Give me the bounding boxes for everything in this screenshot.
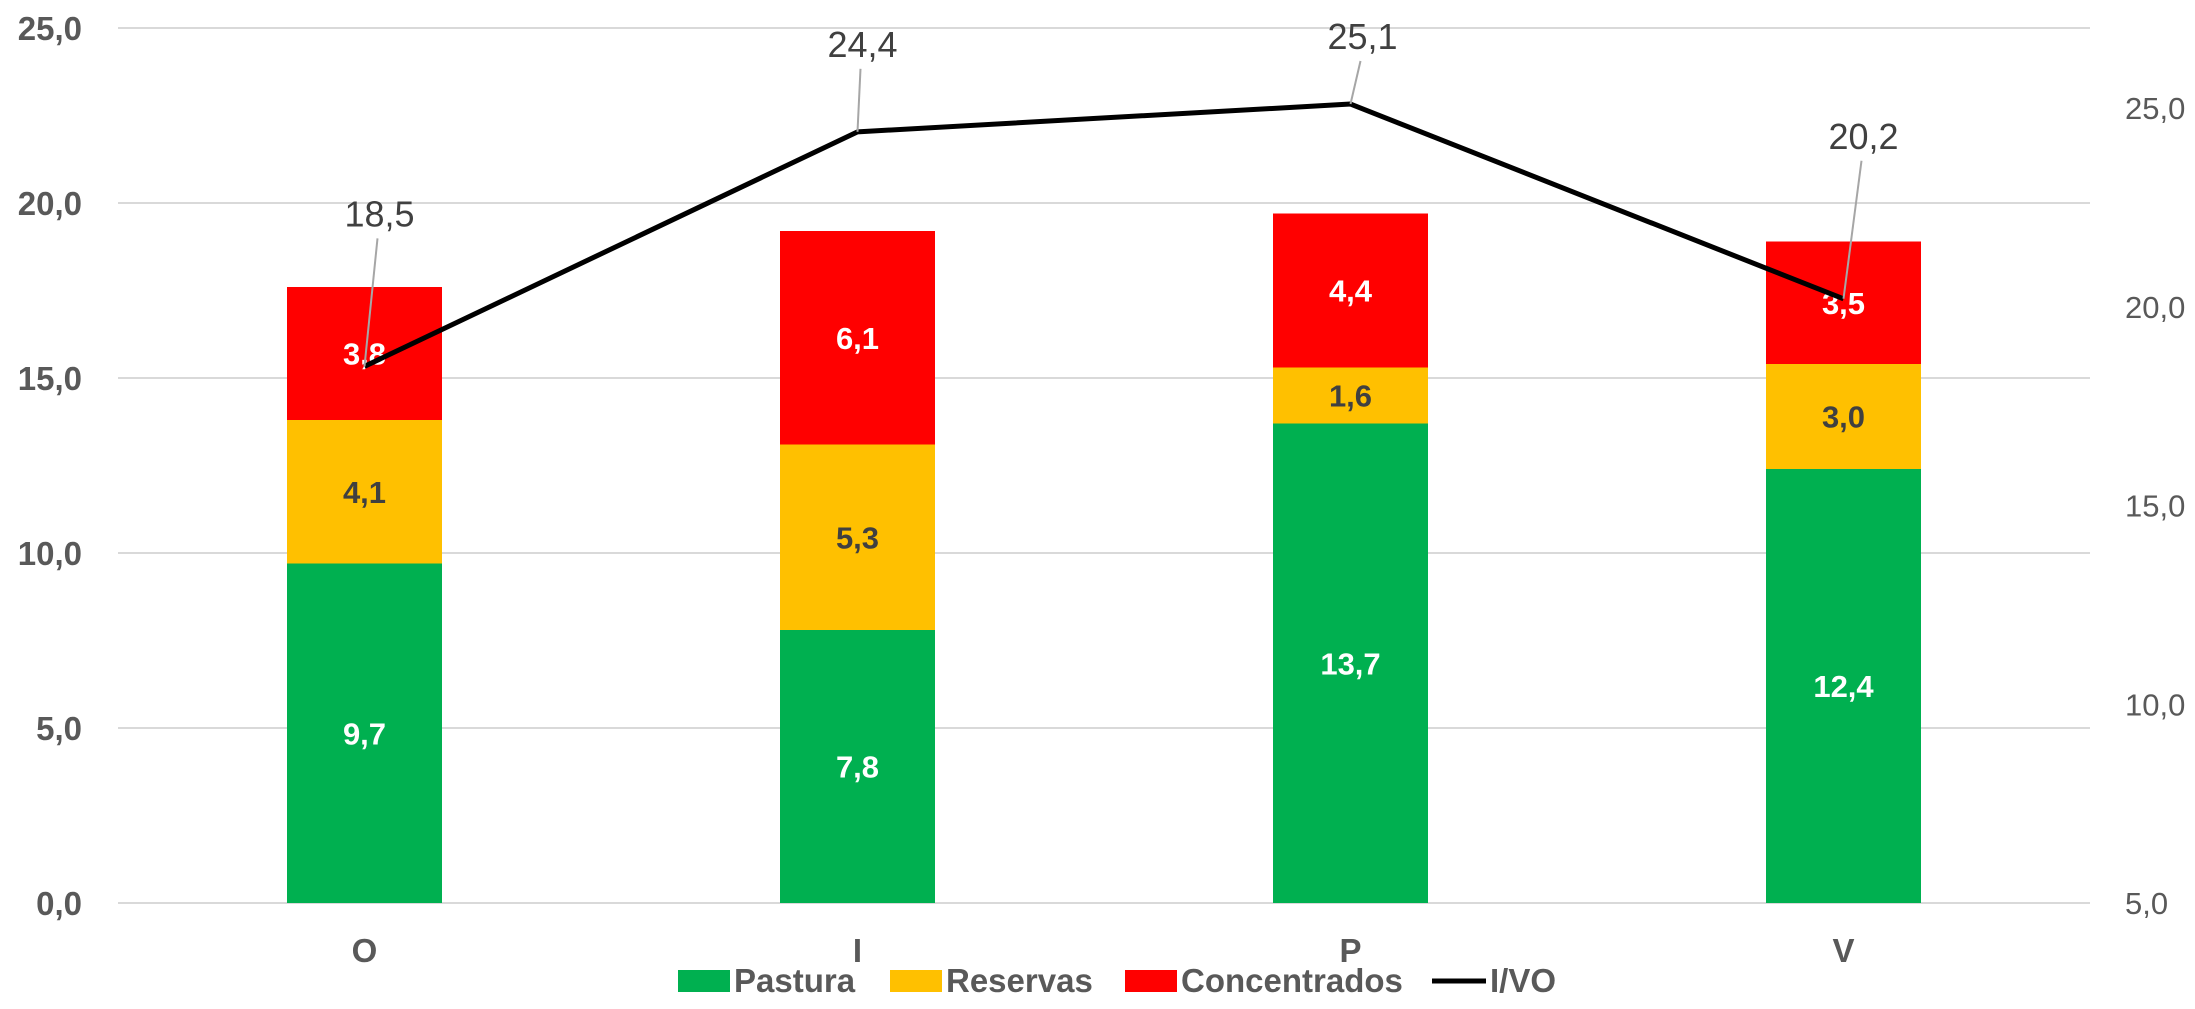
- x-category-label: V: [1832, 932, 1854, 969]
- leader-line: [363, 238, 379, 367]
- y-axis-right: 5,0 10,0 15,0 20,0 25,0: [2125, 91, 2185, 921]
- y-right-tick-label: 20,0: [2125, 290, 2185, 325]
- x-category-label: P: [1339, 932, 1361, 969]
- line-data-label: 25,1: [1327, 16, 1397, 57]
- legend-label: I/VO: [1490, 962, 1556, 999]
- y-left-tick-label: 5,0: [36, 710, 82, 747]
- bar-segment-reservas: [1273, 367, 1428, 424]
- bar-segment-concentrados: [780, 231, 935, 445]
- leader-line: [1349, 60, 1362, 105]
- gridlines: [118, 27, 2090, 904]
- bar-data-label: 5,3: [836, 520, 879, 555]
- line-i-vo: [363, 101, 1845, 369]
- legend-label: Pastura: [734, 962, 856, 999]
- bar-data-label: 3,0: [1822, 400, 1865, 435]
- bar-segment-pastura: [1766, 469, 1921, 903]
- bar-segment-pastura: [1273, 423, 1428, 903]
- bar-segment-reservas: [287, 420, 442, 564]
- bar-data-label: 12,4: [1813, 669, 1874, 704]
- line-data-label: 20,2: [1828, 116, 1898, 157]
- y-right-tick-label: 25,0: [2125, 91, 2185, 126]
- line-data-label: 24,4: [827, 24, 897, 65]
- y-left-tick-label: 25,0: [18, 10, 82, 47]
- bar-data-label: 1,6: [1329, 379, 1372, 414]
- bar-segment-reservas: [1766, 364, 1921, 469]
- y-right-tick-label: 10,0: [2125, 687, 2185, 722]
- legend-label: Reservas: [946, 962, 1093, 999]
- leader-line: [1842, 160, 1863, 299]
- legend-swatch: [678, 970, 730, 992]
- y-axis-left: 0,0 5,0 10,0 15,0 20,0 25,0: [18, 10, 82, 922]
- x-category-label: I: [853, 932, 862, 969]
- y-left-tick-label: 0,0: [36, 885, 82, 922]
- y-right-tick-label: 5,0: [2125, 886, 2168, 921]
- bar-segment-pastura: [780, 630, 935, 903]
- leader-line: [856, 68, 862, 132]
- line-series: 18,5 24,4 25,1 20,2: [344, 16, 1899, 369]
- bar-segment-concentrados: [287, 287, 442, 420]
- bar-data-label: 9,7: [343, 716, 386, 751]
- bars: 9,74,13,87,85,36,113,71,64,412,43,03,5: [287, 213, 1921, 903]
- y-left-tick-label: 10,0: [18, 535, 82, 572]
- line-data-label: 18,5: [344, 193, 414, 234]
- bar-segment-concentrados: [1273, 213, 1428, 368]
- bar-data-label: 7,8: [836, 750, 879, 785]
- legend-swatch: [890, 970, 942, 992]
- y-left-tick-label: 20,0: [18, 185, 82, 222]
- bar-data-label: 4,1: [343, 475, 386, 510]
- legend: Pastura Reservas Concentrados I/VO: [678, 962, 1556, 999]
- bar-segment-concentrados: [1766, 241, 1921, 364]
- bar-data-label: 13,7: [1320, 646, 1380, 681]
- bar-segment-pastura: [287, 563, 442, 903]
- y-left-tick-label: 15,0: [18, 360, 82, 397]
- x-category-label: O: [352, 932, 378, 969]
- bar-segment-reservas: [780, 444, 935, 630]
- legend-swatch: [1125, 970, 1177, 992]
- y-right-tick-label: 15,0: [2125, 489, 2185, 524]
- bar-data-label: 6,1: [836, 321, 879, 356]
- bar-data-label: 4,4: [1329, 274, 1373, 309]
- legend-label: Concentrados: [1181, 962, 1403, 999]
